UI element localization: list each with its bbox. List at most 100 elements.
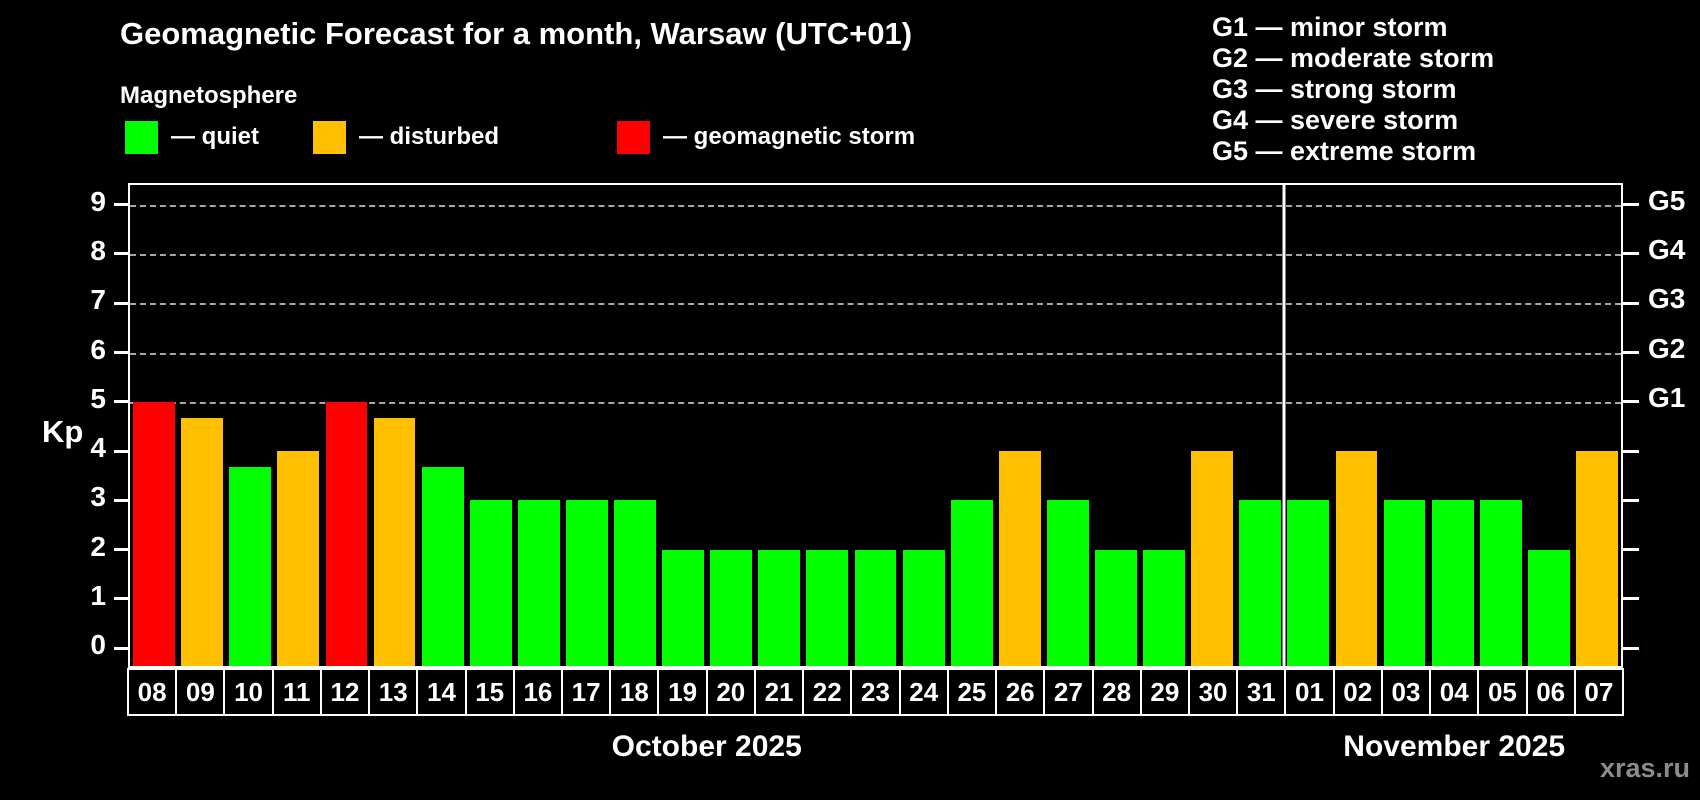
y-tick-label-5: 5 bbox=[90, 382, 106, 414]
g-axis-tick-9 bbox=[1623, 203, 1639, 207]
kp-bar-day-26 bbox=[998, 451, 1041, 666]
g-scale-label-g1: G1 bbox=[1648, 381, 1686, 413]
kp-bar-day-07 bbox=[1576, 451, 1618, 666]
y-tick-label-3: 3 bbox=[90, 481, 106, 513]
plot-area bbox=[128, 183, 1623, 668]
kp-bar-day-19 bbox=[662, 549, 705, 666]
x-day-label-22: 22 bbox=[802, 668, 853, 716]
x-day-label-25: 25 bbox=[946, 668, 998, 716]
x-day-label-30: 30 bbox=[1187, 668, 1239, 716]
kp-bar-day-30 bbox=[1191, 451, 1234, 666]
kp-bar-day-10 bbox=[229, 467, 272, 666]
month-label-october: October 2025 bbox=[611, 730, 802, 763]
y-tick-9 bbox=[114, 203, 128, 207]
y-axis-label: Kp bbox=[42, 414, 84, 449]
x-day-label-16: 16 bbox=[512, 668, 564, 716]
kp-bar-day-21 bbox=[758, 549, 801, 666]
g-axis-tick-2 bbox=[1623, 548, 1639, 552]
g-axis-tick-7 bbox=[1623, 301, 1639, 305]
kp-bar-day-23 bbox=[854, 549, 897, 666]
kp-bar-day-12 bbox=[325, 401, 368, 666]
x-day-label-23: 23 bbox=[850, 668, 901, 716]
legend-item-quiet: — quiet bbox=[125, 119, 259, 155]
legend-label-quiet: — quiet bbox=[171, 123, 259, 150]
kp-bar-day-04 bbox=[1431, 500, 1474, 666]
gridline-kp6 bbox=[130, 352, 1621, 355]
x-day-label-02: 02 bbox=[1332, 668, 1383, 716]
y-tick-label-2: 2 bbox=[90, 530, 106, 562]
kp-bar-day-28 bbox=[1095, 549, 1137, 666]
month-label-november: November 2025 bbox=[1343, 730, 1566, 763]
y-tick-label-0: 0 bbox=[90, 629, 106, 661]
kp-bar-day-11 bbox=[277, 451, 320, 666]
y-tick-label-9: 9 bbox=[90, 185, 106, 217]
x-day-label-09: 09 bbox=[175, 668, 226, 716]
kp-bar-day-03 bbox=[1383, 500, 1426, 666]
storm-color-swatch bbox=[617, 120, 650, 154]
x-day-label-24: 24 bbox=[898, 668, 949, 716]
kp-bar-day-22 bbox=[806, 549, 849, 666]
x-day-label-07: 07 bbox=[1573, 668, 1624, 716]
kp-bar-day-02 bbox=[1335, 451, 1378, 666]
kp-bar-day-13 bbox=[373, 418, 416, 666]
x-day-label-28: 28 bbox=[1091, 668, 1142, 716]
kp-bar-day-20 bbox=[710, 549, 753, 666]
kp-bar-day-09 bbox=[181, 418, 224, 666]
x-day-label-21: 21 bbox=[753, 668, 805, 716]
legend-label-storm: — geomagnetic storm bbox=[663, 123, 916, 150]
quiet-color-swatch bbox=[125, 120, 158, 154]
x-day-label-04: 04 bbox=[1429, 668, 1480, 716]
x-day-label-26: 26 bbox=[995, 668, 1046, 716]
x-day-label-31: 31 bbox=[1236, 668, 1287, 716]
kp-bar-day-16 bbox=[517, 500, 560, 666]
x-day-label-13: 13 bbox=[368, 668, 419, 716]
x-day-label-15: 15 bbox=[464, 668, 515, 716]
y-tick-label-4: 4 bbox=[90, 432, 106, 464]
kp-bar-day-31 bbox=[1239, 500, 1282, 666]
kp-bar-day-15 bbox=[469, 500, 512, 666]
x-day-label-29: 29 bbox=[1139, 668, 1190, 716]
g-axis-tick-1 bbox=[1623, 597, 1639, 601]
x-day-label-03: 03 bbox=[1380, 668, 1432, 716]
g-axis-tick-5 bbox=[1623, 400, 1639, 404]
y-tick-2 bbox=[114, 548, 128, 552]
kp-bar-day-08 bbox=[133, 401, 175, 666]
g-scale-label-g5: G5 bbox=[1648, 184, 1686, 216]
y-tick-label-6: 6 bbox=[90, 333, 106, 365]
watermark: xras.ru bbox=[1599, 753, 1690, 783]
g-axis-tick-8 bbox=[1623, 252, 1639, 256]
y-tick-1 bbox=[114, 597, 128, 601]
y-tick-7 bbox=[114, 301, 128, 305]
x-day-label-12: 12 bbox=[319, 668, 371, 716]
storm-scale-legend-line-2: G2 — moderate storm bbox=[1212, 43, 1495, 73]
kp-bar-day-17 bbox=[565, 500, 608, 666]
y-tick-6 bbox=[114, 351, 128, 355]
g-scale-label-g3: G3 bbox=[1648, 283, 1686, 315]
kp-bar-day-25 bbox=[950, 500, 993, 666]
x-day-label-17: 17 bbox=[561, 668, 612, 716]
y-tick-8 bbox=[114, 252, 128, 256]
g-axis-tick-6 bbox=[1623, 351, 1639, 355]
legend-item-storm: — geomagnetic storm bbox=[617, 119, 915, 155]
gridline-kp8 bbox=[130, 253, 1621, 256]
kp-bar-day-18 bbox=[614, 500, 656, 666]
gridline-kp9 bbox=[130, 204, 1621, 207]
g-scale-label-g2: G2 bbox=[1648, 332, 1686, 364]
y-tick-4 bbox=[114, 449, 128, 453]
storm-scale-legend-line-4: G4 — severe storm bbox=[1212, 105, 1459, 135]
x-day-label-01: 01 bbox=[1284, 668, 1335, 716]
x-day-label-18: 18 bbox=[609, 668, 660, 716]
x-day-label-10: 10 bbox=[223, 668, 274, 716]
storm-scale-legend: G1 — minor storm G2 — moderate storm G3 — … bbox=[1212, 12, 1494, 167]
g-axis-tick-4 bbox=[1623, 449, 1639, 453]
x-day-label-08: 08 bbox=[127, 668, 178, 716]
x-day-label-14: 14 bbox=[416, 668, 467, 716]
kp-bar-day-24 bbox=[902, 549, 945, 666]
g-scale-label-g4: G4 bbox=[1648, 233, 1686, 265]
kp-bar-day-01 bbox=[1287, 500, 1330, 666]
kp-bar-day-05 bbox=[1479, 500, 1522, 666]
kp-bar-day-29 bbox=[1143, 549, 1185, 666]
g-axis-tick-0 bbox=[1623, 646, 1639, 650]
y-tick-0 bbox=[114, 646, 128, 650]
